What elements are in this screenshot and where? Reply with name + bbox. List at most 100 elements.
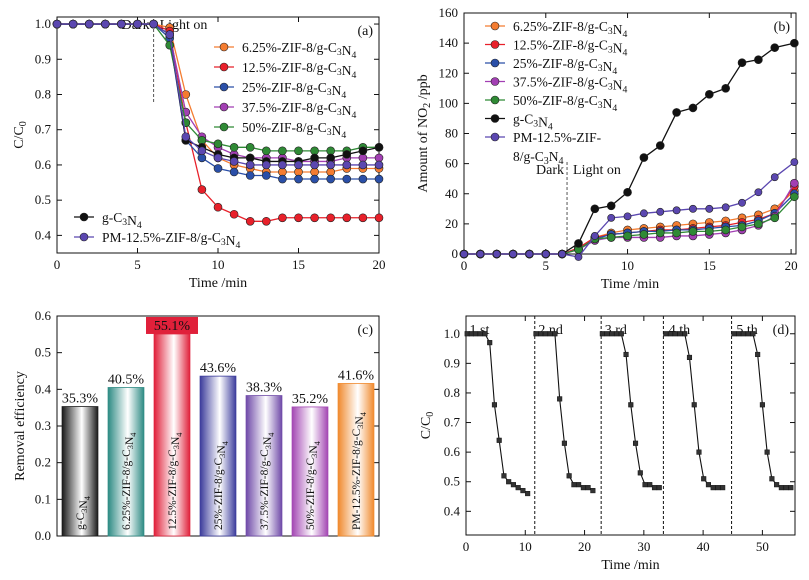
x-tick-label: 20 bbox=[785, 258, 798, 273]
x-tick-label: 0 bbox=[54, 257, 61, 272]
point-pm bbox=[689, 204, 697, 213]
point-pm bbox=[790, 158, 799, 167]
y-tick-label: 0.3 bbox=[35, 418, 51, 433]
y-tick-label: 1.0 bbox=[444, 326, 460, 341]
point-pm bbox=[229, 157, 239, 166]
point-g bbox=[754, 55, 763, 64]
panel-label: (b) bbox=[774, 20, 791, 35]
y-tick-label: 0.6 bbox=[444, 444, 461, 459]
cycle-point bbox=[487, 340, 493, 346]
legend-label-s375: 37.5%-ZIF-8/g-C3N4 bbox=[242, 100, 356, 121]
x-tick-label: 15 bbox=[292, 257, 305, 272]
bar-category-label: PM-12.5%-ZIF-8/g-C3N4 bbox=[351, 412, 368, 530]
bar-category-label: 25%-ZIF-8/g-C3N4 bbox=[213, 441, 230, 530]
point-g bbox=[705, 90, 714, 99]
point-s125 bbox=[358, 213, 368, 223]
series-line-pm bbox=[464, 161, 795, 258]
point-g bbox=[770, 43, 780, 52]
point-g bbox=[688, 103, 698, 113]
point-s50 bbox=[655, 228, 665, 238]
point-s125 bbox=[310, 213, 319, 223]
y-tick-label: 0.9 bbox=[444, 355, 460, 370]
cycle-point bbox=[672, 331, 678, 337]
point-s125 bbox=[229, 209, 239, 219]
point-s125 bbox=[245, 216, 255, 226]
cycle-point bbox=[477, 331, 483, 337]
cycle-point bbox=[542, 331, 548, 337]
point-pm bbox=[245, 160, 255, 170]
legend-marker bbox=[79, 232, 89, 242]
point-s25 bbox=[358, 174, 368, 184]
y-tick-label: 0.6 bbox=[35, 157, 52, 172]
cycle-line-1 bbox=[467, 333, 528, 495]
point-pm bbox=[197, 146, 207, 156]
y-tick-label: 0.7 bbox=[35, 122, 52, 137]
point-pm bbox=[326, 160, 336, 170]
point-pm bbox=[656, 207, 665, 216]
panel-label: (d) bbox=[773, 323, 790, 338]
legend-label-s50: 50%-ZIF-8/g-C3N4 bbox=[513, 93, 617, 114]
point-pm bbox=[213, 153, 223, 163]
point-pm bbox=[117, 19, 126, 29]
x-tick-label: 20 bbox=[373, 257, 386, 272]
cycle-point bbox=[720, 485, 726, 491]
point-pm bbox=[342, 160, 352, 170]
legend-label-s125: 12.5%-ZIF-8/g-C3N4 bbox=[242, 60, 356, 81]
plot-frame bbox=[465, 315, 796, 536]
point-g bbox=[342, 150, 352, 159]
point-pm bbox=[261, 160, 271, 170]
point-pm bbox=[492, 250, 501, 258]
point-s25 bbox=[213, 164, 223, 173]
point-pm bbox=[558, 250, 567, 258]
bar-value-label: 43.6% bbox=[200, 361, 237, 376]
x-axis-label: Time /min bbox=[601, 277, 659, 292]
y-tick-label: 160 bbox=[439, 5, 459, 20]
cycle-point bbox=[663, 331, 669, 337]
legend-marker bbox=[490, 40, 500, 49]
legend-label-s50: 50%-ZIF-8/g-C3N4 bbox=[242, 120, 346, 141]
point-pm bbox=[165, 30, 174, 39]
legend-label-s125: 12.5%-ZIF-8/g-C3N4 bbox=[513, 38, 627, 59]
cycle-point bbox=[623, 351, 629, 358]
panel-label: (a) bbox=[357, 24, 373, 39]
cycle-point bbox=[604, 331, 610, 337]
point-pm bbox=[181, 132, 191, 142]
bar-2 bbox=[153, 333, 191, 537]
point-pm bbox=[358, 160, 368, 170]
point-s50 bbox=[672, 228, 681, 238]
point-pm bbox=[68, 19, 78, 29]
point-pm bbox=[574, 253, 583, 261]
cycle-point bbox=[491, 402, 498, 408]
y-tick-label: 0.2 bbox=[35, 455, 51, 470]
cycle-point bbox=[585, 485, 591, 491]
y-axis-label: C/C0 bbox=[12, 121, 29, 149]
x-axis-label: Time /min bbox=[601, 558, 659, 573]
point-s25 bbox=[326, 174, 336, 184]
bar-category-label: 50%-ZIF-8/g-C3N4 bbox=[305, 441, 322, 530]
cycle-point bbox=[788, 485, 794, 491]
cycle-point bbox=[496, 437, 502, 443]
x-tick-label: 10 bbox=[621, 258, 634, 273]
bar-value-label-bg bbox=[146, 316, 198, 334]
point-pm bbox=[770, 173, 779, 182]
annotation-light-on: Light on bbox=[573, 163, 621, 178]
cycle-point bbox=[647, 482, 653, 488]
legend-label-s25: 25%-ZIF-8/g-C3N4 bbox=[242, 80, 346, 101]
point-g bbox=[623, 187, 632, 197]
point-pm bbox=[460, 250, 468, 258]
point-pm bbox=[640, 209, 648, 218]
point-s375 bbox=[790, 178, 799, 188]
point-pm bbox=[374, 160, 384, 170]
cycle-point bbox=[642, 482, 648, 488]
panel-b: 0 5 10 15 20 0 20 40 60 80 100 120 140 160 Time /min (b… bbox=[416, 5, 799, 292]
y-tick-label: 0.1 bbox=[35, 491, 51, 506]
y-tick-label: 100 bbox=[439, 95, 459, 110]
point-s50 bbox=[165, 40, 174, 50]
cycle-point bbox=[750, 331, 756, 337]
point-s50 bbox=[623, 231, 632, 241]
legend-label-pm-line2: 8/g-C3N4 bbox=[513, 149, 564, 167]
point-s25 bbox=[342, 174, 352, 184]
point-g bbox=[639, 153, 649, 162]
cycle-point bbox=[506, 479, 512, 485]
point-s50 bbox=[278, 146, 287, 156]
